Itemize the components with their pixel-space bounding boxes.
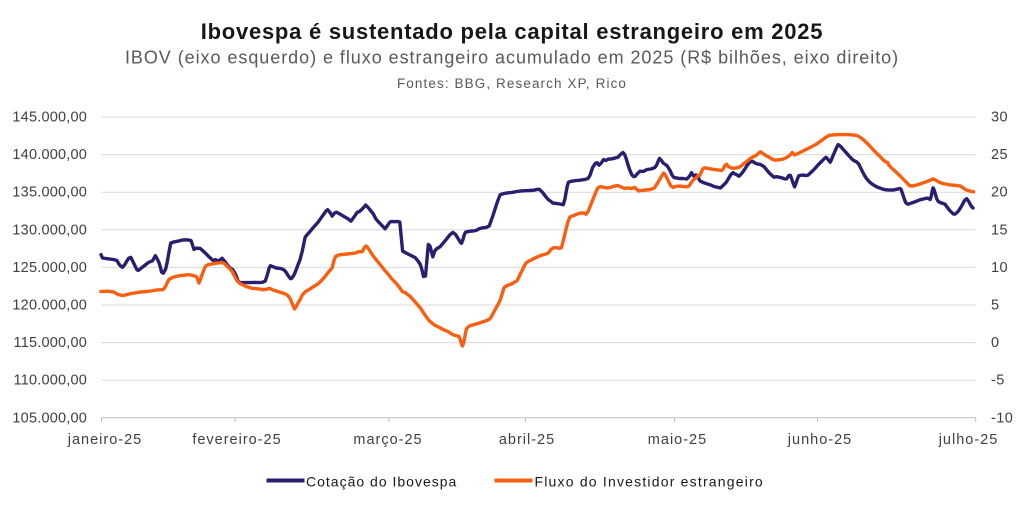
svg-text:120.000,00: 120.000,00	[12, 298, 87, 314]
svg-text:105.000,00: 105.000,00	[12, 410, 87, 426]
svg-text:20: 20	[991, 185, 1008, 201]
svg-text:145.000,00: 145.000,00	[12, 110, 87, 126]
svg-text:30: 30	[991, 110, 1008, 126]
svg-text:130.000,00: 130.000,00	[12, 222, 87, 238]
svg-text:5: 5	[991, 298, 999, 314]
svg-text:-5: -5	[991, 373, 1005, 389]
svg-text:Fontes: BBG, Research XP, Rico: Fontes: BBG, Research XP, Rico	[397, 76, 627, 91]
svg-text:junho-25: junho-25	[787, 432, 852, 448]
svg-text:15: 15	[991, 222, 1008, 238]
svg-text:julho-25: julho-25	[938, 432, 999, 448]
svg-text:25: 25	[991, 147, 1008, 163]
svg-text:140.000,00: 140.000,00	[12, 147, 87, 163]
svg-text:IBOV (eixo esquerdo) e fluxo e: IBOV (eixo esquerdo) e fluxo estrangeiro…	[125, 48, 899, 68]
svg-text:fevereiro-25: fevereiro-25	[192, 432, 281, 448]
svg-text:110.000,00: 110.000,00	[14, 373, 88, 389]
svg-text:abril-25: abril-25	[499, 432, 555, 448]
svg-text:10: 10	[991, 260, 1008, 276]
svg-text:maio-25: maio-25	[648, 432, 707, 448]
svg-text:Ibovespa é sustentado pela cap: Ibovespa é sustentado pela capital estra…	[201, 19, 824, 44]
svg-text:125.000,00: 125.000,00	[12, 260, 87, 276]
svg-text:janeiro-25: janeiro-25	[67, 432, 143, 448]
svg-text:Fluxo do Investidor estrangeir: Fluxo do Investidor estrangeiro	[535, 474, 764, 490]
svg-text:-10: -10	[991, 410, 1013, 426]
svg-text:Cotação do Ibovespa: Cotação do Ibovespa	[306, 474, 457, 490]
svg-text:março-25: março-25	[353, 432, 422, 448]
svg-text:135.000,00: 135.000,00	[12, 185, 87, 201]
svg-text:0: 0	[991, 335, 999, 351]
svg-text:115.000,00: 115.000,00	[14, 335, 88, 351]
